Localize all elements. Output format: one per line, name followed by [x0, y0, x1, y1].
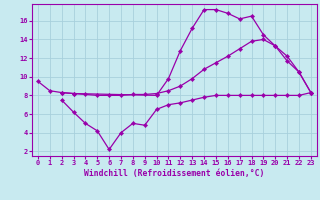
X-axis label: Windchill (Refroidissement éolien,°C): Windchill (Refroidissement éolien,°C) [84, 169, 265, 178]
